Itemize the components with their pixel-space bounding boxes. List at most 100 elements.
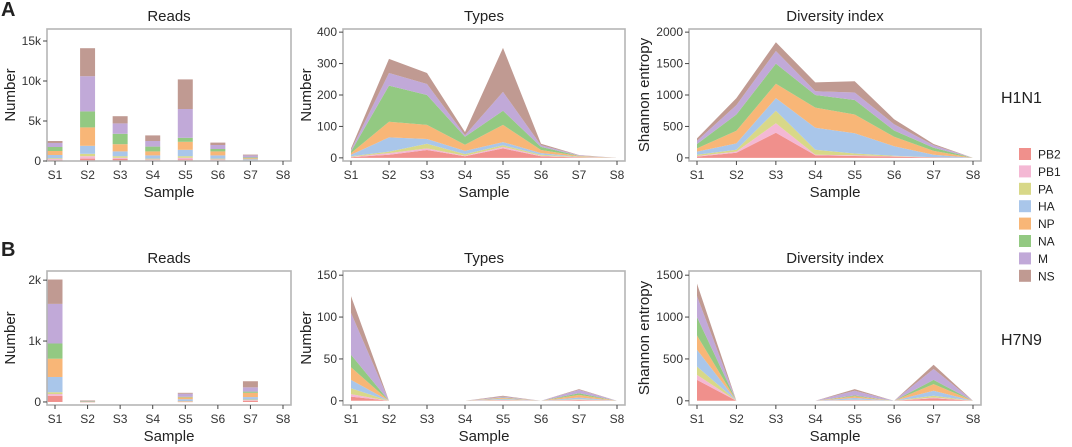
y-axis-title: Number (298, 68, 315, 121)
bar-ns-s2 (80, 48, 96, 77)
charts-layer: Reads 0 5k 10k 15k S1 S2 S3 S4 S5 S6 S7 S8 Sample Numb… (2, 8, 982, 445)
x-tick-label-s8: S8 (966, 168, 981, 182)
bar-ns-s1 (47, 279, 63, 304)
legend-label-m: M (1038, 252, 1048, 266)
bar-ns-s3 (112, 116, 128, 124)
legend-label-ha: HA (1038, 200, 1055, 214)
x-tick-label-s1: S1 (48, 412, 63, 426)
y-tick-label: 0 (34, 395, 41, 409)
area-pb2 (351, 396, 617, 401)
bar-pb2-s2 (80, 158, 96, 161)
y-tick-label: 0 (330, 151, 337, 165)
x-axis-title: Sample (144, 428, 195, 445)
bar-ha-s2 (80, 145, 96, 154)
bar-ns-s6 (210, 142, 226, 145)
bar-ns-s5 (177, 79, 193, 109)
bar-ha-s1 (47, 376, 63, 393)
x-tick-label-s7: S7 (926, 168, 941, 182)
bar-m-s2 (80, 76, 96, 112)
bar-np-s1 (47, 358, 63, 377)
legend-label-ns: NS (1038, 269, 1055, 283)
area-ns (351, 296, 617, 401)
bar-m-s4 (145, 141, 161, 147)
legend-label-na: NA (1038, 235, 1055, 249)
x-tick-label-s5: S5 (496, 168, 511, 182)
bar-pa-s6 (210, 158, 226, 160)
plot-frame (688, 270, 982, 406)
plot-frame (46, 270, 292, 406)
x-tick-label-s4: S4 (145, 168, 160, 182)
area-pb2 (351, 148, 617, 158)
area-na (351, 85, 617, 158)
chart-b-diversity-index: Diversity index 0 500 1000 1500 S1 S2 S3 S4 S5 S6 S… (636, 250, 982, 445)
area-ha (351, 379, 617, 401)
panel-letter-a: A (1, 0, 15, 21)
y-tick-label: 50 (324, 352, 338, 366)
bar-ha-s5 (177, 399, 193, 402)
x-tick-label-s1: S1 (690, 168, 705, 182)
x-axis-title: Sample (459, 184, 510, 201)
bar-m-s1 (47, 303, 63, 344)
bar-na-s3 (112, 133, 128, 145)
x-tick-label-s6: S6 (887, 168, 902, 182)
x-tick-label-s6: S6 (887, 412, 902, 426)
bar-na-s2 (80, 111, 96, 128)
x-tick-label-s2: S2 (382, 168, 397, 182)
bar-ha-s5 (177, 149, 193, 157)
x-tick-label-s5: S5 (178, 168, 193, 182)
bar-np-s7 (242, 158, 258, 160)
bar-pb2-s1 (47, 395, 63, 402)
x-axis-title: Sample (144, 184, 195, 201)
y-tick-label: 5k (28, 114, 42, 128)
bar-ha-s1 (47, 155, 63, 159)
x-tick-label-s6: S6 (211, 168, 226, 182)
x-tick-label-s3: S3 (769, 412, 784, 426)
area-pb2 (697, 379, 973, 401)
x-tick-label-s7: S7 (572, 168, 587, 182)
x-tick-label-s8: S8 (610, 412, 625, 426)
x-tick-label-s2: S2 (80, 168, 95, 182)
bar-m-s1 (47, 143, 63, 147)
bar-np-s2 (80, 127, 96, 146)
bar-ns-s7 (242, 154, 258, 156)
plot-frame (342, 270, 626, 406)
chart-a-diversity-index: Diversity index 0 500 1000 1500 2000 S1 S2 S3 S4 S… (636, 8, 982, 201)
bar-np-s7 (242, 392, 258, 398)
x-tick-label-s5: S5 (847, 168, 862, 182)
area-ha (697, 98, 973, 158)
x-tick-label-s1: S1 (48, 168, 63, 182)
x-tick-label-s8: S8 (276, 168, 291, 182)
bar-na-s1 (47, 147, 63, 151)
x-tick-label-s3: S3 (420, 412, 435, 426)
area-m (351, 73, 617, 158)
y-tick-label: 150 (317, 268, 337, 282)
plot-frame (46, 28, 292, 162)
bar-na-s2 (80, 401, 96, 402)
bar-pb1-s6 (210, 159, 226, 161)
bar-pb1-s1 (47, 394, 63, 396)
bar-m-s7 (242, 155, 258, 158)
bar-pb1-s2 (80, 156, 96, 159)
x-tick-label-s2: S2 (729, 412, 744, 426)
bar-m-s7 (242, 387, 258, 392)
area-pa (697, 110, 973, 158)
area-np (351, 121, 617, 158)
legend-swatch-pb2 (1019, 148, 1031, 160)
bar-m-s6 (210, 145, 226, 149)
x-tick-label-s8: S8 (966, 412, 981, 426)
y-tick-label: 10k (22, 74, 42, 88)
y-tick-label: 2000 (656, 25, 683, 39)
x-tick-label-s3: S3 (769, 168, 784, 182)
x-tick-label-s1: S1 (344, 168, 359, 182)
chart-title: Diversity index (786, 250, 884, 267)
y-tick-label: 100 (317, 310, 337, 324)
y-tick-label: 0 (330, 394, 337, 408)
bar-pb1-s7 (242, 400, 258, 401)
bar-ha-s7 (242, 159, 258, 161)
bar-np-s6 (210, 151, 226, 156)
chart-title: Reads (147, 250, 190, 267)
y-tick-label: 1000 (656, 88, 683, 102)
bar-pb2-s7 (242, 400, 258, 402)
x-tick-label-s2: S2 (80, 412, 95, 426)
area-pa (697, 366, 973, 401)
